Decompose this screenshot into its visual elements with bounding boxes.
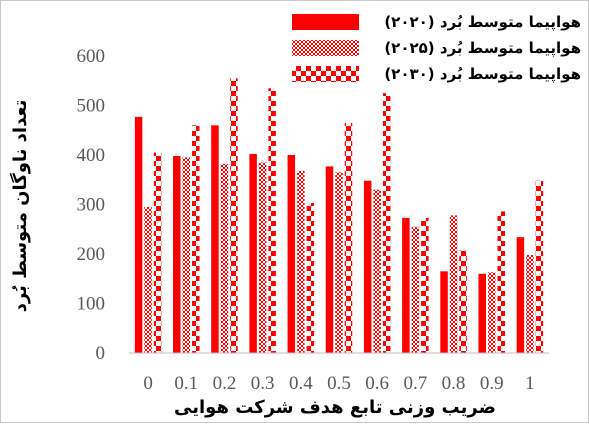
y-tick-label: 400 — [77, 145, 106, 166]
x-tick-label: 0.6 — [365, 373, 389, 394]
legend-swatch — [292, 40, 359, 56]
bar — [182, 157, 191, 353]
x-tick-label: 0.4 — [289, 373, 313, 394]
bar — [230, 78, 238, 354]
legend-swatch — [292, 66, 359, 82]
legend-label: هواپیما متوسط بُرد (۲۰۲۵) — [384, 39, 581, 58]
bar — [459, 250, 467, 353]
bar — [249, 154, 257, 353]
x-tick-label: 0.3 — [251, 373, 275, 394]
bar — [153, 152, 162, 353]
bar — [373, 189, 381, 353]
bar — [487, 272, 496, 353]
bar — [526, 254, 534, 353]
bar — [287, 155, 296, 353]
bar — [516, 237, 525, 353]
y-axis-ticks: 0 100 200 300 400 500 600 — [77, 46, 106, 364]
bar — [421, 217, 429, 353]
bar — [297, 170, 305, 353]
bar — [268, 88, 276, 354]
bar — [220, 163, 229, 353]
bar — [535, 180, 544, 353]
y-tick-label: 0 — [96, 343, 106, 364]
y-tick-label: 300 — [77, 195, 106, 216]
x-tick-label: 0 — [143, 373, 153, 394]
bar — [382, 93, 391, 354]
bar — [478, 273, 486, 353]
y-tick-label: 200 — [77, 244, 106, 265]
legend-swatch — [292, 14, 359, 30]
bar — [497, 211, 505, 353]
bar — [363, 180, 372, 353]
bar — [335, 172, 343, 353]
x-axis-ticks: 0 0.1 0.2 0.3 0.4 0.5 0.6 0.7 0.8 0.9 1 — [143, 373, 534, 394]
bar — [411, 226, 420, 353]
bar — [344, 122, 353, 353]
bar — [449, 215, 458, 353]
bar — [211, 125, 219, 353]
bars — [134, 78, 544, 354]
legend: هواپیما متوسط بُرد (۲۰۲۰) هواپیما متوسط ب… — [292, 13, 581, 84]
legend-label: هواپیما متوسط بُرد (۲۰۲۰) — [384, 13, 581, 32]
x-tick-label: 1 — [525, 373, 535, 394]
bar — [325, 166, 334, 353]
bar — [440, 271, 448, 353]
bar — [402, 217, 410, 353]
bar — [134, 116, 143, 353]
legend-label: هواپیما متوسط بُرد (۲۰۳۰) — [384, 65, 581, 84]
x-tick-label: 0.1 — [174, 373, 198, 394]
x-tick-label: 0.8 — [442, 373, 466, 394]
x-tick-label: 0.2 — [213, 373, 237, 394]
x-tick-label: 0.9 — [480, 373, 504, 394]
bar — [258, 162, 267, 353]
y-tick-label: 100 — [77, 294, 106, 315]
y-axis-title: تعداد ناوگان متوسط بُرد — [9, 100, 31, 313]
bar — [306, 203, 315, 353]
bar — [173, 155, 181, 353]
y-tick-label: 500 — [77, 96, 106, 117]
x-tick-label: 0.5 — [327, 373, 351, 394]
y-tick-label: 600 — [77, 46, 106, 67]
x-axis-title: ضریب وزنی تابع هدف شرکت هوایی — [174, 397, 496, 418]
x-tick-label: 0.7 — [403, 373, 427, 394]
bar — [192, 125, 200, 353]
bar — [144, 206, 152, 353]
